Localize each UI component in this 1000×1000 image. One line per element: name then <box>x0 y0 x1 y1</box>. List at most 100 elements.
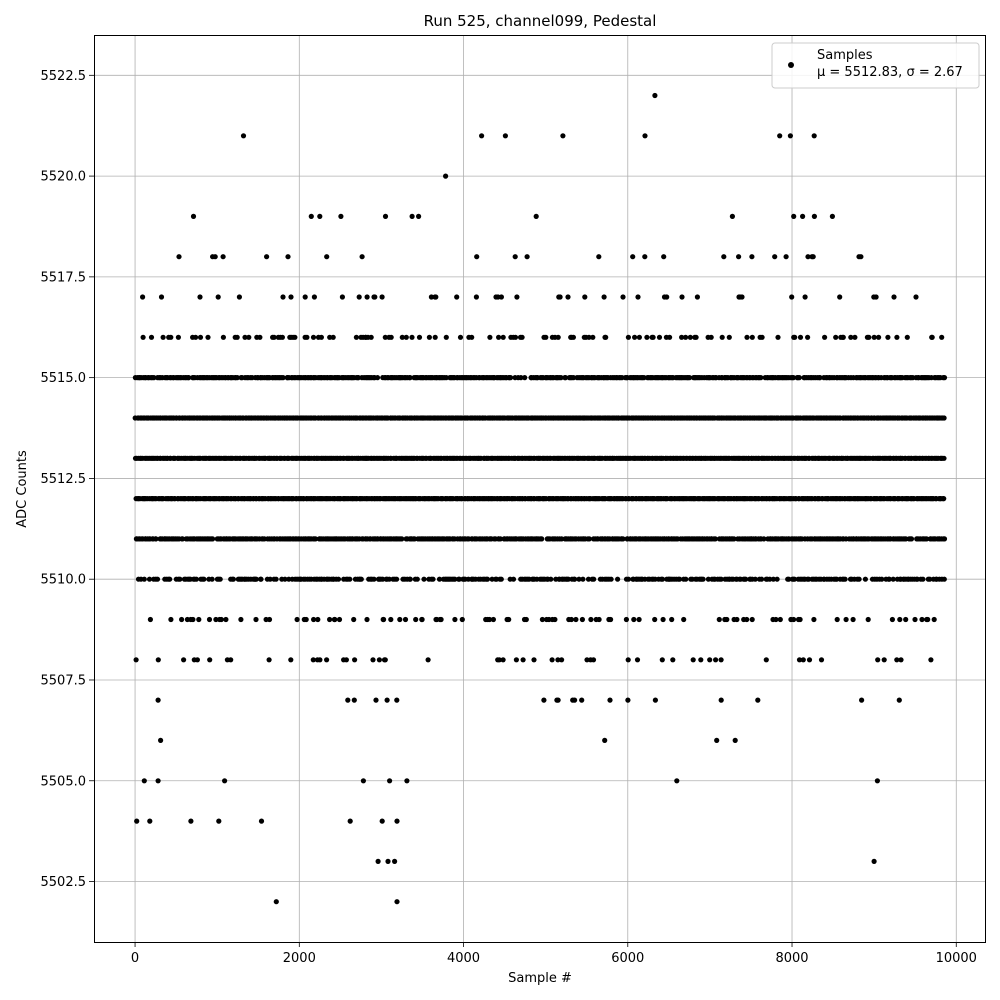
data-point <box>931 616 937 623</box>
data-point <box>683 334 689 340</box>
data-point <box>644 334 650 340</box>
data-point <box>364 294 370 300</box>
data-point <box>796 375 802 381</box>
data-point <box>207 657 213 663</box>
chart-title: Run 525, channel099, Pedestal <box>424 12 657 30</box>
data-point <box>330 334 336 340</box>
x-axis-ticks: 0 2000 4000 6000 8000 10000 <box>131 942 977 966</box>
data-point <box>802 294 808 300</box>
data-point <box>158 737 164 744</box>
data-point <box>443 334 449 340</box>
data-point <box>209 576 215 582</box>
data-point <box>818 657 825 663</box>
data-point <box>392 858 398 865</box>
data-point <box>822 334 828 340</box>
data-point <box>426 334 432 340</box>
data-point <box>186 375 192 381</box>
data-point <box>266 616 273 623</box>
data-point <box>379 818 385 824</box>
data-point <box>708 334 714 340</box>
data-point <box>897 616 903 623</box>
data-point <box>280 294 286 300</box>
x-tick-label: 6000 <box>611 951 644 966</box>
data-point <box>141 576 147 582</box>
data-point <box>800 213 806 219</box>
data-point <box>206 616 213 623</box>
data-point <box>582 294 588 300</box>
data-point <box>409 334 415 340</box>
data-point <box>399 334 405 340</box>
data-point <box>565 576 572 582</box>
legend-marker <box>788 62 794 68</box>
plot-frame <box>94 35 986 943</box>
data-point <box>513 657 520 663</box>
data-point <box>469 334 475 340</box>
data-point <box>734 616 740 623</box>
data-point <box>552 616 558 623</box>
data-point <box>679 294 685 300</box>
data-points <box>132 92 948 905</box>
data-point <box>508 375 514 381</box>
data-point <box>177 576 183 582</box>
data-point <box>141 778 147 784</box>
data-point <box>898 657 904 663</box>
data-point <box>739 294 745 300</box>
data-point <box>407 576 413 582</box>
data-point <box>416 213 422 219</box>
data-point <box>356 294 362 300</box>
data-point <box>758 375 764 381</box>
data-point <box>573 616 579 623</box>
data-point <box>558 375 564 381</box>
data-point <box>607 697 613 703</box>
data-point <box>153 536 159 542</box>
data-point <box>347 576 353 582</box>
data-point <box>452 616 458 623</box>
data-point <box>179 616 185 623</box>
data-point <box>279 334 285 340</box>
data-point <box>636 334 643 340</box>
data-point <box>729 213 736 219</box>
data-point <box>273 576 279 582</box>
data-point <box>168 334 174 340</box>
data-point <box>919 616 925 623</box>
data-point <box>925 616 931 623</box>
data-point <box>539 616 546 623</box>
data-point <box>718 657 724 663</box>
data-point <box>294 616 300 623</box>
data-point <box>596 254 602 260</box>
data-point <box>800 657 806 663</box>
data-point <box>394 576 400 582</box>
data-point <box>457 334 464 340</box>
data-point <box>881 657 887 663</box>
data-point <box>588 616 594 623</box>
data-point <box>859 697 865 703</box>
data-point <box>714 737 720 744</box>
data-point <box>744 616 750 623</box>
data-point <box>686 375 693 381</box>
data-point <box>615 576 621 582</box>
data-point <box>889 616 896 623</box>
data-point <box>382 334 388 340</box>
data-point <box>580 576 586 582</box>
data-point <box>912 616 918 623</box>
data-point <box>661 254 667 260</box>
data-point <box>253 616 259 623</box>
data-point <box>234 375 240 381</box>
data-point <box>158 294 165 300</box>
data-point <box>555 334 561 340</box>
data-point <box>379 294 385 300</box>
data-point <box>205 334 211 340</box>
data-point <box>273 899 279 905</box>
data-point <box>197 294 203 300</box>
data-point <box>659 576 666 582</box>
data-point <box>181 657 187 663</box>
data-point <box>817 375 823 381</box>
data-point <box>387 778 393 784</box>
data-point <box>436 576 443 582</box>
data-point <box>856 576 862 582</box>
data-point <box>338 213 344 219</box>
data-point <box>721 254 727 260</box>
data-point <box>632 334 638 340</box>
data-point <box>848 334 854 340</box>
